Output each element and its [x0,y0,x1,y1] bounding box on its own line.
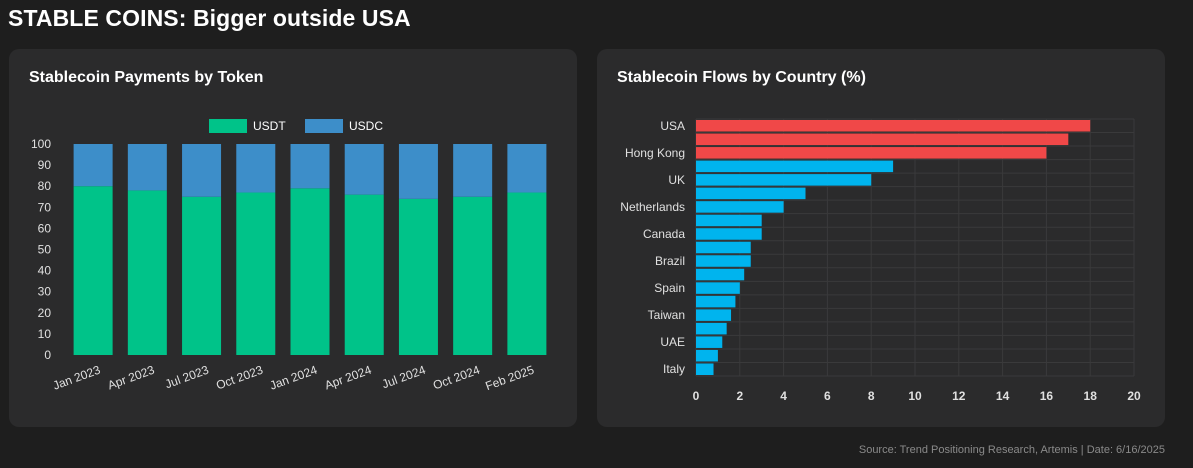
x-tick-label: 4 [780,389,787,403]
country-bar [696,295,736,308]
x-tick-label: Jan 2024 [268,363,319,393]
bar-usdt [344,194,384,355]
country-bar [696,268,745,281]
bar-usdc [127,144,167,191]
source-note: Source: Trend Positioning Research, Arte… [858,444,1165,456]
payments-chart-title: Stablecoin Payments by Token [29,69,264,86]
y-tick-label: 0 [44,348,51,362]
bar-usdc [453,144,493,197]
bar-usdc [344,144,384,195]
flows-by-country-panel: Stablecoin Flows by Country (%) USA Hong … [597,49,1165,427]
country-bar [696,147,1047,159]
x-tick-label: 18 [1084,389,1098,403]
y-tick-label: 50 [38,243,52,257]
country-bar [696,228,762,240]
bar-usdt [182,196,222,355]
y-tick-label: 30 [38,285,52,299]
x-tick-label: Apr 2024 [323,363,374,393]
bar-usdt [236,192,276,355]
y-tick-label: Netherlands [620,200,685,214]
payments-by-token-panel: Stablecoin Payments by Token USDT USDC 0 10… [9,49,577,427]
country-bar [696,282,740,294]
legend-swatch-usdc [305,119,343,133]
x-tick-label: Oct 2024 [431,363,482,393]
country-bar [696,214,762,227]
country-bar [696,363,714,375]
y-tick-label: 70 [38,200,52,214]
y-tick-label: Italy [663,362,685,376]
page-title: STABLE COINS: Bigger outside USA [8,5,411,31]
x-tick-label: 16 [1040,389,1054,403]
country-bar [696,322,727,335]
x-tick-label: Jan 2023 [51,363,102,393]
country-bar [696,336,723,348]
y-tick-label: 10 [38,327,52,341]
x-tick-label: 6 [824,389,831,403]
country-bar [696,120,1091,132]
y-tick-label: 100 [31,137,51,151]
y-tick-label: UAE [660,335,685,349]
bar-usdc [73,144,113,187]
x-tick-label: Jul 2023 [163,363,211,392]
bar-usdt [127,190,167,355]
country-bar [696,349,718,362]
country-bar [696,201,784,213]
bar-usdt [453,196,493,355]
x-tick-label: 8 [868,389,875,403]
country-bar [696,255,751,267]
x-tick-label: 20 [1127,389,1141,403]
y-tick-label: 40 [38,264,52,278]
y-tick-label: UK [668,173,685,187]
y-tick-label: Brazil [655,254,685,268]
x-tick-label: 2 [736,389,743,403]
x-tick-label: 0 [693,389,700,403]
x-tick-label: Apr 2023 [106,363,157,393]
bar-usdt [398,198,438,355]
y-tick-label: USA [660,119,685,133]
legend-label-usdc: USDC [349,119,383,133]
x-tick-label: Feb 2025 [483,363,536,394]
y-tick-label: Taiwan [648,308,685,322]
country-bar [696,309,732,321]
country-bar [696,160,894,173]
bar-usdc [398,144,438,199]
bar-usdc [290,144,330,189]
bar-usdt [290,188,330,355]
y-tick-label: Canada [643,227,685,241]
y-tick-label: 20 [38,306,52,320]
y-tick-label: 80 [38,179,52,193]
legend-label-usdt: USDT [253,119,286,133]
y-tick-label: 90 [38,158,52,172]
x-tick-label: Oct 2023 [214,363,265,393]
country-bar [696,174,872,186]
bar-usdc [236,144,276,193]
country-bar [696,133,1069,146]
x-tick-label: 10 [908,389,922,403]
bar-usdt [73,186,113,355]
bar-usdc [507,144,547,193]
flows-chart-title: Stablecoin Flows by Country (%) [617,69,866,86]
flows-by-country-chart: USA Hong Kong UK Netherlands Canada Brazil Spa… [620,118,1141,403]
bar-usdc [182,144,222,197]
bar-usdt [507,192,547,355]
y-tick-label: Hong Kong [625,146,685,160]
y-tick-label: 60 [38,221,52,235]
x-tick-label: 14 [996,389,1010,403]
x-tick-label: 12 [952,389,966,403]
country-bar [696,187,806,200]
country-bar [696,241,751,254]
legend-swatch-usdt [209,119,247,133]
x-tick-label: Jul 2024 [380,363,428,392]
y-tick-label: Spain [654,281,685,295]
